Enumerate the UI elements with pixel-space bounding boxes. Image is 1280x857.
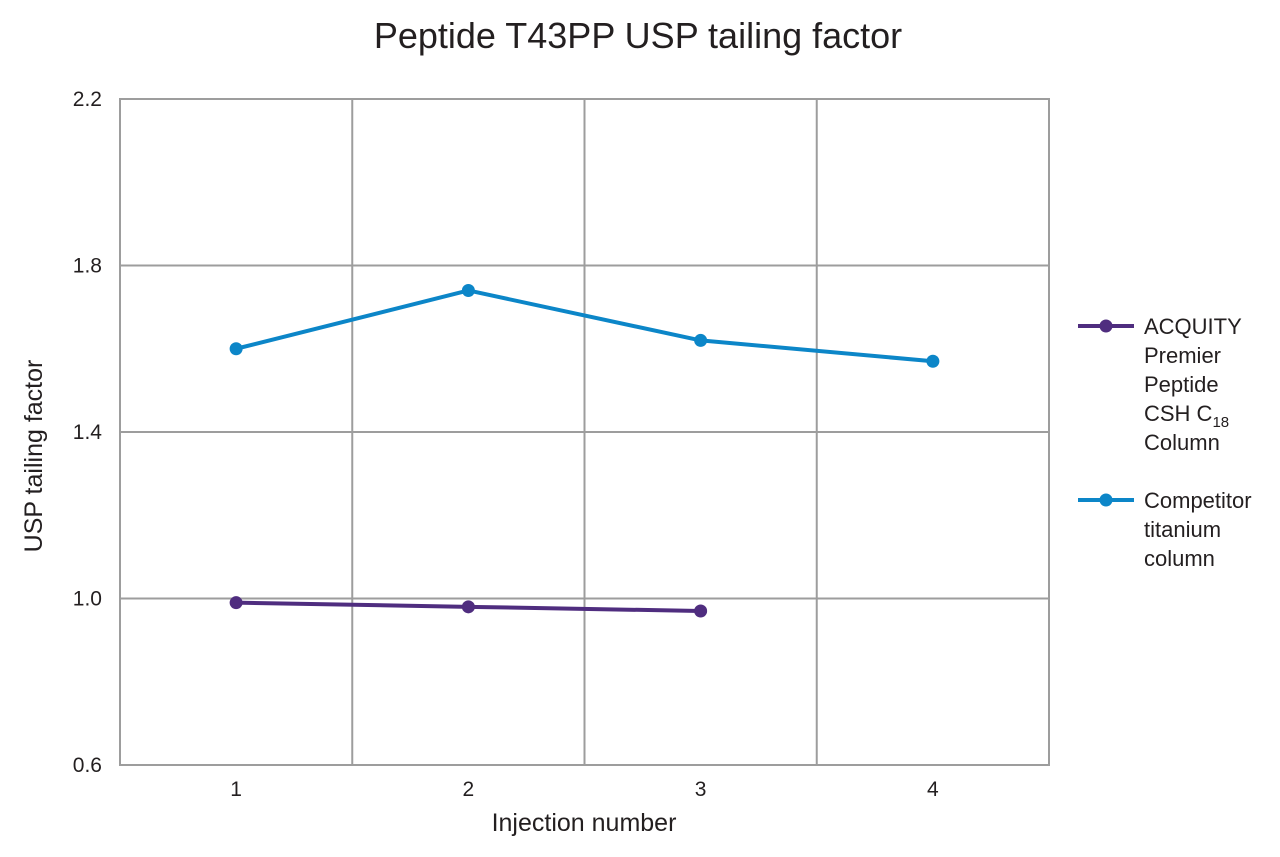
legend-swatch-marker: [1099, 493, 1113, 507]
legend-label-line: Column: [1144, 430, 1220, 455]
legend-label-line: Premier: [1144, 343, 1221, 368]
x-axis-title: Injection number: [492, 809, 677, 837]
y-tick-label: 0.6: [73, 754, 102, 777]
y-tick-label: 1.0: [73, 588, 102, 611]
x-tick-label: 4: [927, 778, 939, 801]
x-tick-label: 1: [230, 778, 242, 801]
data-point: [926, 354, 940, 368]
legend-swatch-marker: [1099, 319, 1113, 333]
plot-area: [119, 98, 1050, 766]
legend-label-line: titanium: [1144, 517, 1221, 542]
series-line: [235, 288, 934, 364]
y-axis-ticks: 0.6 1.0 1.4 1.8 2.2: [73, 88, 103, 777]
legend-label-line: Peptide: [1144, 372, 1219, 397]
chart-title: Peptide T43PP USP tailing factor: [374, 15, 902, 56]
x-axis-ticks: 1 2 3 4: [230, 778, 939, 801]
y-axis-title: USP tailing factor: [20, 360, 48, 553]
series-layer: [229, 283, 940, 618]
data-point: [461, 283, 475, 297]
legend-label-line: Competitor: [1144, 488, 1252, 513]
y-tick-label: 1.4: [73, 421, 103, 444]
legend-label-line: ACQUITY: [1144, 314, 1242, 339]
data-point: [694, 333, 708, 347]
legend-label-line: CSH C18: [1144, 401, 1229, 431]
x-tick-label: 3: [695, 778, 707, 801]
legend-label-subscript: 18: [1212, 414, 1229, 431]
data-point: [229, 342, 243, 356]
legend-label-line: column: [1144, 546, 1215, 571]
data-point: [694, 604, 708, 618]
series-1: [229, 596, 708, 618]
grid: [120, 99, 1049, 765]
y-tick-label: 2.2: [73, 88, 102, 111]
series-2: [229, 283, 940, 368]
y-tick-label: 1.8: [73, 255, 102, 278]
legend-item-2: Competitor titanium column: [1078, 488, 1252, 571]
data-point: [461, 600, 475, 614]
data-point: [229, 596, 243, 610]
x-tick-label: 2: [463, 778, 475, 801]
